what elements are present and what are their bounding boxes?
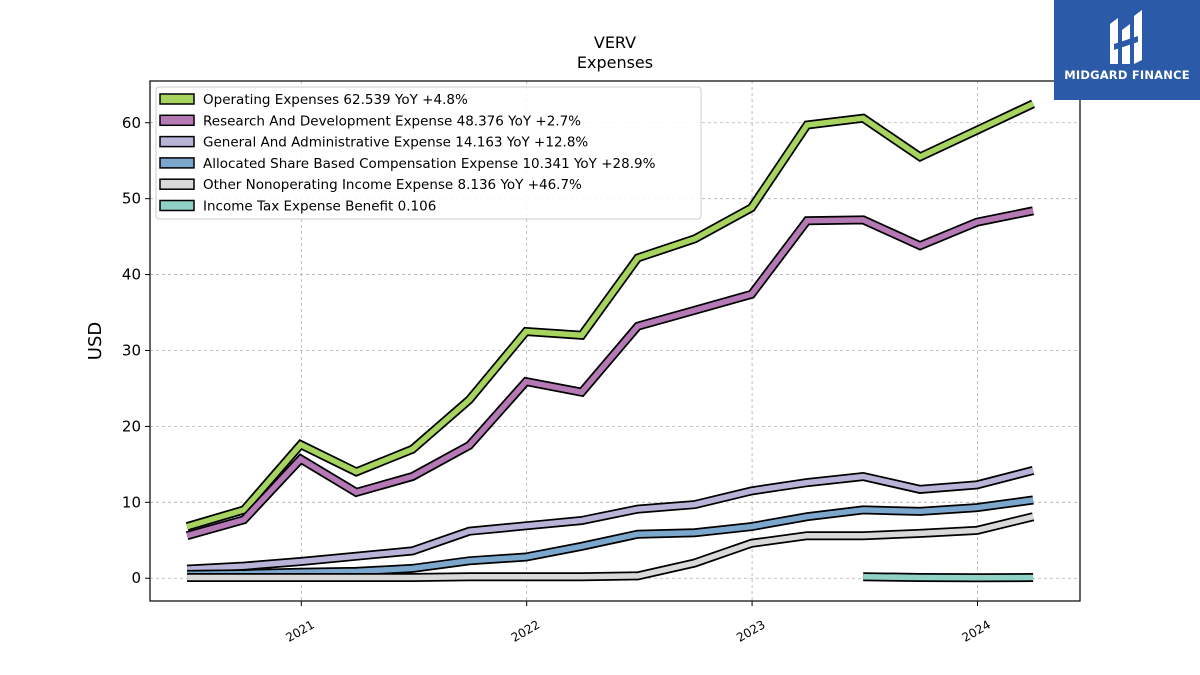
legend-label: Income Tax Expense Benefit 0.106 (203, 199, 436, 215)
y-tick-label: 20 (122, 417, 141, 435)
series-5 (863, 572, 1034, 583)
y-tick-label: 30 (122, 341, 141, 359)
legend-entry: Allocated Share Based Compensation Expen… (159, 156, 656, 172)
y-axis: 0 10 20 30 40 50 60 (122, 114, 150, 587)
plot-frame (149, 80, 1081, 602)
legend-swatch (159, 157, 195, 169)
chart-title: VERV (594, 33, 636, 52)
series-1 (185, 206, 1034, 541)
x-axis: 2021 2022 2023 2024 (283, 601, 993, 645)
legend-label: Operating Expenses 62.539 YoY +4.8% (203, 92, 468, 108)
series-3 (187, 495, 1034, 579)
legend-box (155, 86, 702, 220)
legend-label: Other Nonoperating Income Expense 8.136 … (203, 177, 582, 193)
series-line (186, 208, 1034, 539)
y-axis-label: USD (85, 322, 106, 360)
legend: Operating Expenses 62.539 YoY +4.8% Resea… (155, 86, 702, 220)
y-tick-label: 10 (122, 493, 141, 511)
x-tick-label: 2024 (960, 617, 993, 644)
y-tick-label: 60 (122, 114, 141, 132)
legend-entry: Research And Development Expense 48.376 … (159, 113, 581, 129)
x-tick-label: 2022 (509, 617, 542, 644)
legend-label: Allocated Share Based Compensation Expen… (203, 156, 656, 172)
legend-entry: Income Tax Expense Benefit 0.106 (159, 199, 436, 215)
y-tick-label: 0 (131, 569, 141, 587)
series-4 (187, 512, 1035, 582)
brand-name: MIDGARD FINANCE (1064, 68, 1190, 82)
x-tick-label: 2021 (283, 617, 316, 644)
series-lines (185, 99, 1036, 583)
y-tick-label: 40 (122, 266, 141, 284)
series-line (186, 467, 1034, 572)
series-line (187, 514, 1034, 581)
legend-label: Research And Development Expense 48.376 … (203, 113, 581, 129)
legend-entry: General And Administrative Expense 14.16… (159, 135, 588, 151)
series-0 (185, 99, 1036, 531)
legend-label: General And Administrative Expense 14.16… (203, 135, 588, 151)
x-tick-label: 2023 (734, 617, 767, 644)
legend-swatch (159, 114, 195, 127)
legend-entry: Operating Expenses 62.539 YoY +4.8% (159, 92, 468, 108)
chart-subtitle: Expenses (577, 53, 653, 72)
midgard-logo-icon (1110, 10, 1142, 64)
series-line (186, 101, 1035, 530)
legend-swatch (159, 93, 195, 105)
series-line (187, 497, 1034, 578)
y-tick-label: 50 (122, 190, 141, 208)
series-2 (186, 466, 1035, 574)
series-line (863, 573, 1034, 581)
legend-swatch (159, 135, 195, 148)
legend-entry: Other Nonoperating Income Expense 8.136 … (159, 177, 582, 193)
legend-swatch (159, 178, 195, 190)
legend-swatch (159, 199, 195, 212)
midgard-finance-logo: MIDGARD FINANCE (1054, 0, 1200, 100)
